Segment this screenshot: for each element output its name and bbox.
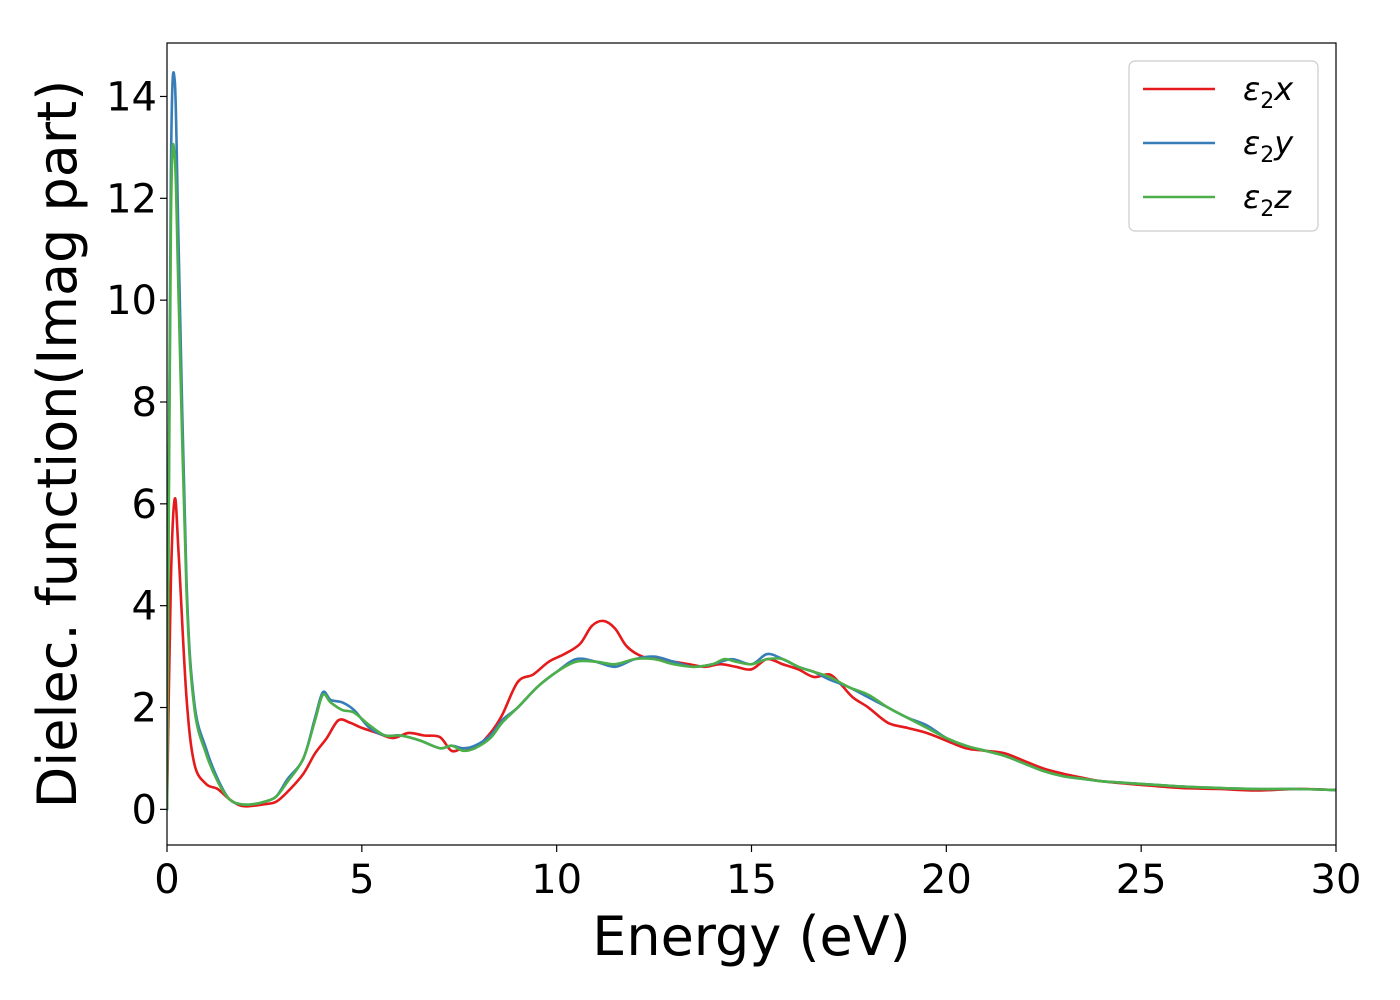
series-line-z <box>167 142 1336 811</box>
legend-label-x: ε2x <box>1243 70 1294 114</box>
legend-label-subscript: 2 <box>1260 197 1274 222</box>
legend-label-y: ε2y <box>1243 124 1294 168</box>
series-layer <box>167 71 1336 811</box>
x-tick-label: 25 <box>1116 857 1167 903</box>
y-tick-label: 0 <box>132 787 157 833</box>
y-tick-label: 10 <box>106 278 157 324</box>
x-axis: 0 5 10 15 20 25 30 <box>154 845 1361 903</box>
legend-label-z: ε2z <box>1243 178 1292 222</box>
y-tick-label: 6 <box>132 482 157 528</box>
y-axis-title: Dielec. function(Imag part) <box>26 80 89 809</box>
legend-label-subscript: 2 <box>1260 143 1274 168</box>
x-tick-label: 15 <box>726 857 777 903</box>
x-tick-label: 0 <box>154 857 179 903</box>
y-tick-label: 14 <box>106 74 157 120</box>
legend-label-base: ε <box>1243 178 1260 216</box>
y-tick-label: 12 <box>106 176 157 222</box>
legend-label-suffix: x <box>1273 70 1294 108</box>
legend-label-base: ε <box>1243 124 1260 162</box>
x-tick-label: 20 <box>921 857 972 903</box>
legend-label-suffix: y <box>1273 124 1294 162</box>
x-tick-label: 10 <box>531 857 582 903</box>
x-tick-label: 30 <box>1311 857 1362 903</box>
y-tick-label: 2 <box>132 686 157 732</box>
y-tick-label: 4 <box>132 584 157 630</box>
legend-label-subscript: 2 <box>1260 89 1274 114</box>
y-tick-label: 8 <box>132 380 157 426</box>
legend-label-base: ε <box>1243 70 1260 108</box>
y-axis: 0 2 4 6 8 10 12 14 <box>106 74 167 833</box>
legend-box <box>1128 60 1319 232</box>
legend-label-suffix: z <box>1273 178 1292 216</box>
x-axis-title: Energy (eV) <box>592 905 911 968</box>
x-tick-label: 5 <box>349 857 374 903</box>
